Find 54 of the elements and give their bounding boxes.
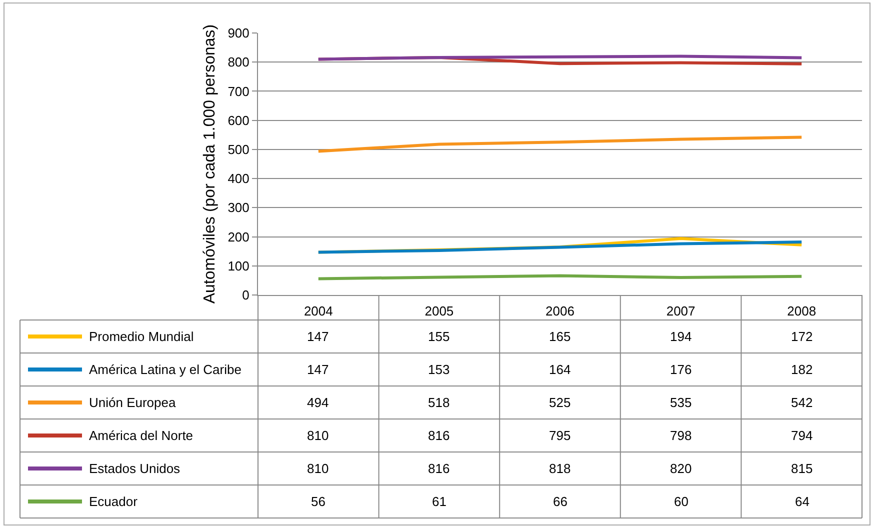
data-label: 147 [307,362,329,377]
data-label: 816 [428,461,450,476]
data-label: 525 [549,395,571,410]
x-tick-label: 2007 [666,304,696,319]
data-label: 810 [307,428,329,443]
y-tick-label: 600 [228,112,250,128]
legend-label: Unión Europea [89,395,176,410]
data-label: 818 [549,461,571,476]
data-label: 56 [311,494,326,509]
y-tick-label: 400 [228,171,250,186]
data-label: 795 [549,428,571,443]
x-tick-label: 2008 [787,304,816,319]
data-label: 61 [432,494,446,509]
data-label: 542 [791,395,813,410]
data-label: 147 [307,329,329,344]
data-label: 176 [670,362,692,377]
y-tick-label: 700 [228,84,250,99]
y-tick-label: 300 [228,200,250,216]
legend-label: Ecuador [89,494,138,509]
data-label: 798 [670,428,692,443]
data-label: 164 [549,362,571,377]
legend-label: Promedio Mundial [89,329,194,344]
y-tick-label: 800 [228,54,250,70]
data-label: 64 [795,494,810,509]
data-label: 182 [791,362,813,377]
data-label: 66 [553,494,568,509]
y-tick-label: 900 [228,26,250,41]
data-label: 820 [670,461,692,476]
legend-label: América Latina y el Caribe [89,362,242,377]
data-label: 794 [791,428,813,443]
data-label: 194 [670,329,692,344]
line-series [316,240,804,254]
data-label: 815 [791,461,813,476]
x-tick-label: 2004 [304,304,333,319]
y-tick-label: 500 [228,142,250,157]
data-label: 165 [549,329,571,344]
y-tick-label: 0 [242,288,250,303]
x-tick-label: 2006 [546,304,574,319]
data-label: 816 [428,428,450,443]
legend-label: América del Norte [89,428,194,443]
line-series [316,136,804,153]
data-label: 535 [670,395,692,410]
data-label: 155 [428,329,450,344]
y-axis-title: Automóviles (por cada 1.000 personas) [202,24,219,304]
data-label: 810 [307,461,329,476]
legend-label: Estados Unidos [89,461,181,476]
data-label: 172 [791,329,813,344]
data-label: 60 [674,494,688,509]
data-label: 153 [428,362,450,377]
x-tick-label: 2005 [424,304,454,319]
data-label: 494 [307,395,329,410]
y-tick-label: 100 [228,258,250,274]
y-tick-label: 200 [228,229,250,244]
data-label: 518 [428,395,450,410]
